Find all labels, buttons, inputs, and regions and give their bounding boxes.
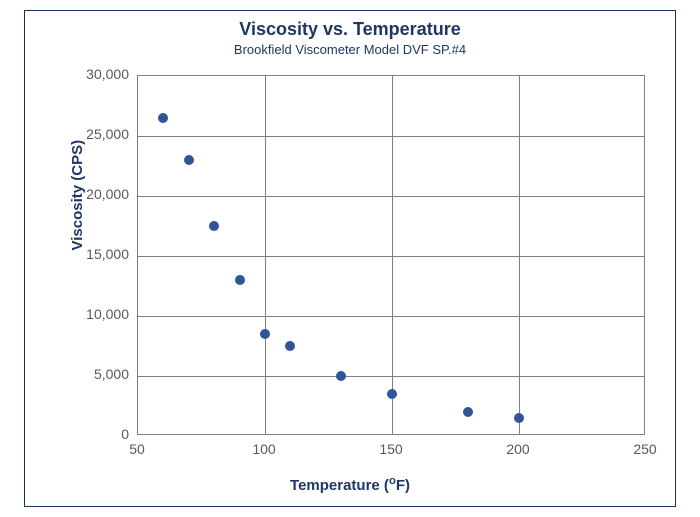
x-tick-label: 150 [371,441,411,457]
data-point [209,221,219,231]
chart-subtitle: Brookfield Viscometer Model DVF SP.#4 [25,42,675,57]
data-point [463,407,473,417]
gridline-h [138,256,644,257]
x-tick-label: 250 [625,441,665,457]
y-tick-label: 10,000 [49,306,129,322]
x-tick-label: 50 [117,441,157,457]
data-point [184,155,194,165]
y-tick-label: 5,000 [49,366,129,382]
y-tick-label: 20,000 [49,186,129,202]
gridline-v [392,76,393,434]
plot-area [137,75,645,435]
data-point [387,389,397,399]
chart-panel: Viscosity vs. Temperature Brookfield Vis… [24,10,676,507]
chart-titles: Viscosity vs. Temperature Brookfield Vis… [25,19,675,57]
data-point [336,371,346,381]
gridline-h [138,196,644,197]
chart-title: Viscosity vs. Temperature [25,19,675,40]
x-axis-title: Temperature (oF) [25,477,675,494]
data-point [514,413,524,423]
gridline-v [265,76,266,434]
y-tick-label: 0 [49,426,129,442]
y-tick-label: 25,000 [49,126,129,142]
data-point [285,341,295,351]
y-tick-label: 15,000 [49,246,129,262]
gridline-v [519,76,520,434]
y-axis-title: Viscosity (CPS) [69,139,86,250]
data-point [235,275,245,285]
x-tick-label: 100 [244,441,284,457]
data-point [158,113,168,123]
x-axis-title-sup: o [389,475,396,487]
x-axis-title-unit: F) [396,477,410,494]
gridline-h [138,376,644,377]
gridline-h [138,316,644,317]
x-axis-title-prefix: Temperature ( [290,477,389,494]
plot-wrap: 5010015020025005,00010,00015,00020,00025… [137,75,645,435]
data-point [260,329,270,339]
gridline-h [138,136,644,137]
y-tick-label: 30,000 [49,66,129,82]
x-tick-label: 200 [498,441,538,457]
